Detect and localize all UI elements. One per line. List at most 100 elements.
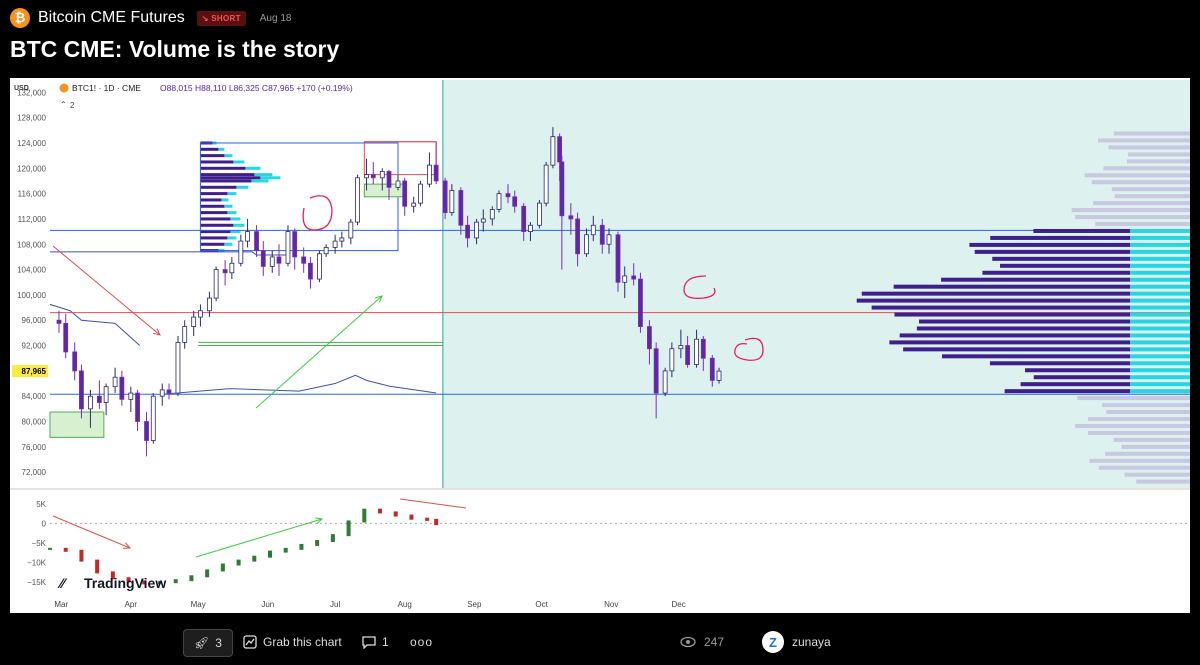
symbol-name[interactable]: Bitcoin CME Futures <box>38 9 185 26</box>
last-price-badge <box>12 365 48 378</box>
candle-body <box>418 183 423 204</box>
candle-body <box>386 171 392 188</box>
views-counter: 247 <box>680 629 724 655</box>
cvd-bar <box>252 555 257 562</box>
candle-body <box>521 205 527 233</box>
candle-body <box>678 345 684 350</box>
profile-row-left <box>200 242 225 246</box>
grab-chart-label: Grab this chart <box>263 635 342 649</box>
candle-body <box>599 224 605 245</box>
profile-row-left-va <box>227 236 237 240</box>
candle-body <box>198 310 203 318</box>
candle-body <box>528 224 533 233</box>
candle-body <box>669 348 675 372</box>
candle-body <box>622 275 628 283</box>
candle-body <box>355 177 360 223</box>
price-tick-label: 92,000 <box>22 342 47 351</box>
time-tick-label: Apr <box>125 600 138 609</box>
price-tick-label: 100,000 <box>17 291 46 300</box>
author-link[interactable]: Z zunaya <box>762 629 831 655</box>
cvd-bar <box>48 547 52 550</box>
boost-button[interactable]: 🚀︎ 3 <box>183 629 233 657</box>
candle-body <box>568 215 574 220</box>
candle-body <box>245 231 250 242</box>
profile-row <box>982 270 1130 275</box>
chart-svg[interactable]: 132,000 128,000 124,000 120,000 116,000 112,0… <box>10 78 1190 613</box>
price-tick-label: 116,000 <box>18 190 47 199</box>
comment-icon <box>362 636 376 649</box>
profile-row <box>1033 375 1130 380</box>
profile-row-left <box>200 217 231 221</box>
tradingview-watermark: TradingView <box>84 575 166 591</box>
profile-row <box>1000 263 1130 268</box>
price-tick-label: 76,000 <box>22 443 47 452</box>
price-tick-label: 96,000 <box>22 316 47 325</box>
candle-body <box>606 234 612 245</box>
profile-row-va <box>1130 263 1190 268</box>
time-tick-label: Sep <box>467 600 482 609</box>
profile-row <box>894 312 1130 317</box>
cvd-bar <box>299 543 304 550</box>
short-badge-label: SHORT <box>211 13 241 23</box>
profile-row-left-va <box>224 242 233 246</box>
comments-button[interactable]: 1 <box>362 629 389 655</box>
more-icon: ooo <box>410 635 434 649</box>
candle-body <box>348 221 354 239</box>
profile-row-outside <box>1075 215 1190 220</box>
idea-title: BTC CME: Volume is the story <box>10 36 340 62</box>
candle-body <box>489 209 495 220</box>
profile-row-va <box>1130 326 1190 331</box>
profile-row-left <box>200 173 255 177</box>
candle-body <box>590 224 596 236</box>
candle-body <box>254 231 259 251</box>
profile-row-outside <box>1114 194 1190 199</box>
profile-row <box>1033 228 1130 233</box>
cvd-bar <box>63 547 68 552</box>
grab-chart-button[interactable]: Grab this chart <box>243 629 342 655</box>
candle-body <box>135 392 140 422</box>
cvd-tick-label: −5K <box>32 539 47 548</box>
cvd-bar <box>315 540 320 546</box>
price-tick-label: 124,000 <box>17 139 46 148</box>
arrow-up-green <box>255 295 383 409</box>
time-tick-label: Nov <box>604 600 618 609</box>
candle-body <box>685 345 690 365</box>
time-tick-label: Oct <box>535 600 548 609</box>
profile-row-left <box>200 211 228 215</box>
profile-row <box>990 235 1130 240</box>
footer-bar: 🚀︎ 3 Grab this chart 1 ooo 247 Z zunaya <box>0 622 1200 662</box>
candle-body <box>238 240 244 264</box>
profile-row-outside <box>1095 222 1190 227</box>
arrow-down-red-head <box>153 328 161 336</box>
volume-outline-bottom <box>162 374 437 395</box>
profile-row-va <box>1130 333 1190 338</box>
rocket-icon: 🚀︎ <box>194 636 210 650</box>
profile-row-va <box>1130 235 1190 240</box>
cvd-arrow-red-head <box>122 542 132 549</box>
cvd-bar <box>268 550 273 558</box>
candle-body <box>182 326 188 343</box>
profile-row-left-va <box>245 166 261 170</box>
profile-row-left <box>200 185 237 189</box>
candle-body <box>411 202 417 207</box>
profile-row <box>989 361 1130 366</box>
time-tick-label: Aug <box>398 600 412 609</box>
arrow-down-red <box>52 245 161 336</box>
profile-row-outside <box>1087 430 1190 435</box>
candle-body <box>449 190 455 214</box>
chart-panel[interactable]: 132,000 128,000 124,000 120,000 116,000 112,0… <box>10 78 1190 613</box>
candle-body <box>332 240 338 248</box>
candle-body <box>474 221 479 239</box>
more-options-button[interactable]: ooo <box>410 629 433 655</box>
candle-body <box>88 395 93 410</box>
profile-row-va <box>1130 375 1190 380</box>
volume-outline-top <box>50 251 288 256</box>
time-tick-label: Mar <box>54 600 68 609</box>
legend-collapse-icon: ⌃ <box>60 100 67 109</box>
cvd-pane: 5K 0 −5K −10K −15K <box>27 500 1190 587</box>
profile-row-va <box>1130 270 1190 275</box>
price-tick-label: 80,000 <box>22 418 47 427</box>
profile-row-outside <box>1106 410 1190 415</box>
profile-row-va <box>1130 382 1190 387</box>
arrow-up-green-head <box>375 295 383 303</box>
